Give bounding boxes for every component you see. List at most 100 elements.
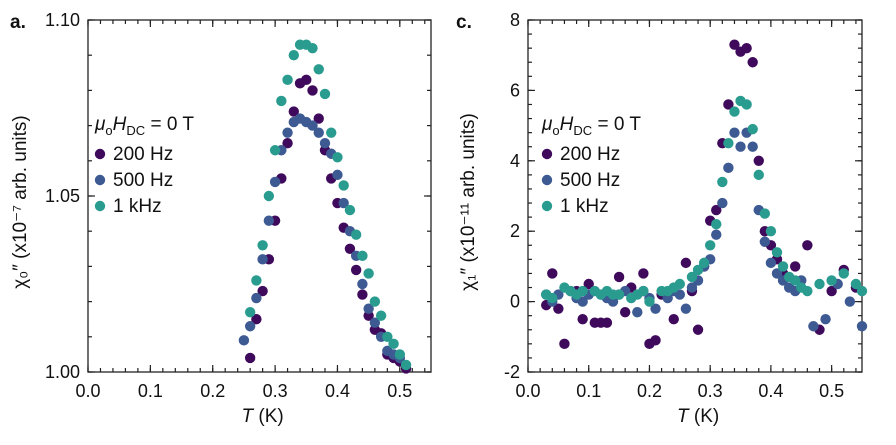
point-200hz bbox=[747, 57, 757, 67]
point-500hz bbox=[723, 163, 733, 173]
point-500hz bbox=[632, 307, 642, 317]
point-1khz bbox=[345, 205, 355, 215]
point-500hz bbox=[845, 296, 855, 306]
point-500hz bbox=[729, 127, 739, 137]
point-1khz bbox=[577, 286, 587, 296]
y-tick-label: 1.00 bbox=[45, 362, 80, 382]
legend-marker bbox=[542, 149, 552, 159]
y-tick-label: 8 bbox=[510, 10, 520, 30]
x-tick-label: 0.4 bbox=[325, 381, 350, 401]
point-200hz bbox=[802, 240, 812, 250]
panel-c-legend: μoHDC = 0 T 200 Hz500 Hz1 kHz bbox=[541, 114, 641, 217]
panel-a: a. 0.0 0.1 0.2 0.3 0.4 0.5 1.00 1.05 1.10 χ₀″ (x… bbox=[10, 10, 431, 427]
point-1khz bbox=[282, 75, 292, 85]
point-1khz bbox=[814, 279, 824, 289]
x-tick-label: 0.3 bbox=[698, 381, 723, 401]
figure: a. 0.0 0.1 0.2 0.3 0.4 0.5 1.00 1.05 1.10 χ₀″ (x… bbox=[0, 0, 896, 440]
point-200hz bbox=[614, 272, 624, 282]
panel-a-legend-title: μoHDC = 0 T bbox=[94, 114, 194, 138]
legend-marker bbox=[542, 175, 552, 185]
point-1khz bbox=[338, 180, 348, 190]
point-500hz bbox=[314, 127, 324, 137]
point-1khz bbox=[614, 289, 624, 299]
y-tick-label: 1.05 bbox=[45, 186, 80, 206]
panel-a-xlabel: T (K) bbox=[242, 406, 284, 427]
x-tick-label: 0.2 bbox=[200, 381, 225, 401]
point-1khz bbox=[270, 145, 280, 155]
y-tick-label: 4 bbox=[510, 151, 520, 171]
point-200hz bbox=[669, 314, 679, 324]
panel-c-legend-title: μoHDC = 0 T bbox=[541, 114, 641, 138]
panel-c-ticks: 0.0 0.1 0.2 0.3 0.4 0.5-202468 bbox=[504, 10, 862, 401]
legend-title-h-sub: DC bbox=[573, 123, 592, 138]
point-500hz bbox=[681, 303, 691, 313]
point-1khz bbox=[675, 279, 685, 289]
y-tick-label: 0 bbox=[510, 292, 520, 312]
point-1khz bbox=[760, 208, 770, 218]
point-1khz bbox=[826, 275, 836, 285]
point-200hz bbox=[301, 75, 311, 85]
point-1khz bbox=[264, 191, 274, 201]
point-1khz bbox=[370, 296, 380, 306]
point-500hz bbox=[332, 170, 342, 180]
point-200hz bbox=[650, 335, 660, 345]
point-200hz bbox=[357, 289, 367, 299]
point-500hz bbox=[357, 279, 367, 289]
point-1khz bbox=[857, 286, 867, 296]
legend-label: 1 kHz bbox=[113, 196, 162, 217]
point-1khz bbox=[245, 307, 255, 317]
point-1khz bbox=[705, 240, 715, 250]
x-tick-label: 0.1 bbox=[138, 381, 163, 401]
point-1khz bbox=[376, 310, 386, 320]
point-500hz bbox=[245, 321, 255, 331]
point-500hz bbox=[808, 321, 818, 331]
point-1khz bbox=[723, 138, 733, 148]
point-1khz bbox=[363, 268, 373, 278]
panel-a-legend: μoHDC = 0 T 200 Hz 500 Hz 1 kHz bbox=[94, 114, 194, 217]
panel-c-xlabel: T (K) bbox=[677, 406, 719, 427]
point-200hz bbox=[602, 318, 612, 328]
legend-marker bbox=[95, 149, 105, 159]
legend-title-mu: μ bbox=[541, 114, 553, 135]
legend-title-mu: μ bbox=[94, 114, 106, 135]
x-tick-label: 0.4 bbox=[758, 381, 783, 401]
point-1khz bbox=[276, 96, 286, 106]
point-500hz bbox=[735, 142, 745, 152]
point-1khz bbox=[351, 230, 361, 240]
point-1khz bbox=[388, 339, 398, 349]
point-500hz bbox=[320, 138, 330, 148]
point-1khz bbox=[401, 360, 411, 370]
point-1khz bbox=[307, 43, 317, 53]
y-tick-label: 6 bbox=[510, 80, 520, 100]
point-500hz bbox=[711, 230, 721, 240]
point-1khz bbox=[257, 240, 267, 250]
point-200hz bbox=[620, 307, 630, 317]
x-tick-label: 0.0 bbox=[75, 381, 100, 401]
point-1khz bbox=[741, 99, 751, 109]
legend-title-h: H bbox=[560, 114, 574, 135]
legend-marker bbox=[95, 201, 105, 211]
point-1khz bbox=[644, 296, 654, 306]
point-1khz bbox=[395, 349, 405, 359]
point-200hz bbox=[790, 261, 800, 271]
panel-a-xlabel-unit: (K) bbox=[253, 406, 284, 427]
point-500hz bbox=[747, 142, 757, 152]
point-1khz bbox=[547, 293, 557, 303]
legend-title-rest: = 0 T bbox=[592, 114, 641, 135]
point-1khz bbox=[326, 127, 336, 137]
legend-label: 200 Hz bbox=[113, 144, 173, 165]
point-1khz bbox=[747, 124, 757, 134]
point-1khz bbox=[717, 177, 727, 187]
x-tick-label: 0.5 bbox=[387, 381, 412, 401]
panel-a-label: a. bbox=[10, 12, 26, 33]
point-500hz bbox=[239, 335, 249, 345]
point-500hz bbox=[264, 215, 274, 225]
panel-a-points bbox=[239, 39, 412, 373]
legend-label: 1 kHz bbox=[560, 196, 609, 217]
point-200hz bbox=[245, 353, 255, 363]
legend-title-rest: = 0 T bbox=[145, 114, 194, 135]
point-500hz bbox=[270, 177, 280, 187]
point-200hz bbox=[547, 268, 557, 278]
point-200hz bbox=[754, 156, 764, 166]
point-500hz bbox=[251, 293, 261, 303]
